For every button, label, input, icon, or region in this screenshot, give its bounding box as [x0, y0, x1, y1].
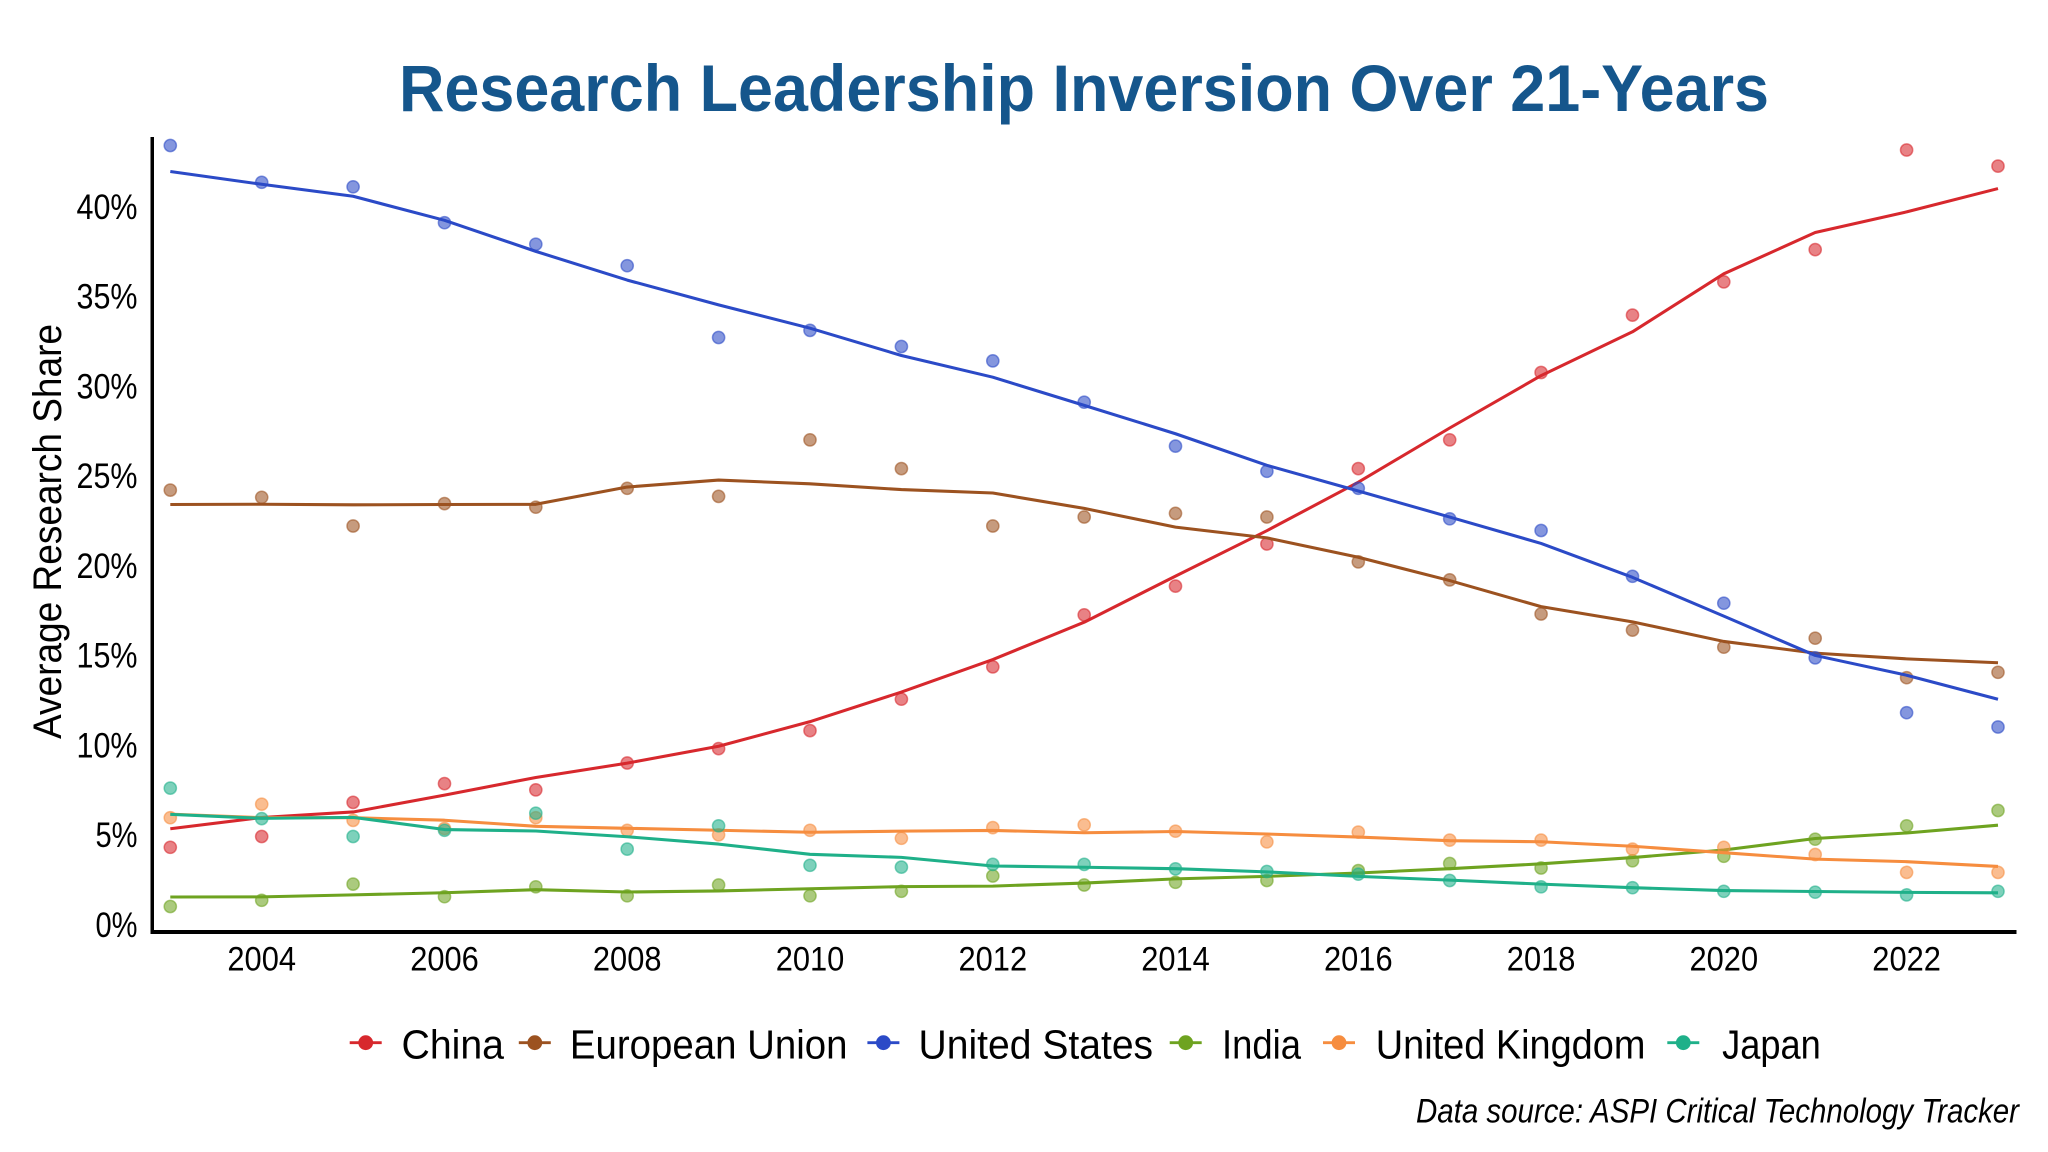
svg-text:25%: 25%	[77, 457, 138, 496]
svg-text:United States: United States	[919, 1022, 1154, 1068]
svg-text:15%: 15%	[77, 637, 138, 676]
svg-text:2006: 2006	[410, 941, 479, 979]
svg-text:Data source: ASPI Critical Tec: Data source: ASPI Critical Technology Tr…	[1416, 1093, 2020, 1131]
svg-text:Average Research Share: Average Research Share	[26, 324, 70, 739]
svg-text:2010: 2010	[776, 941, 845, 979]
svg-text:2022: 2022	[1872, 941, 1941, 979]
svg-text:Japan: Japan	[1722, 1022, 1821, 1068]
svg-text:United Kingdom: United Kingdom	[1376, 1022, 1646, 1068]
svg-text:40%: 40%	[77, 188, 138, 227]
svg-text:India: India	[1222, 1022, 1301, 1068]
svg-text:20%: 20%	[77, 547, 138, 586]
svg-text:2018: 2018	[1507, 941, 1576, 979]
svg-text:30%: 30%	[77, 367, 138, 406]
svg-text:2020: 2020	[1690, 941, 1759, 979]
svg-text:35%: 35%	[77, 278, 138, 317]
svg-text:10%: 10%	[77, 726, 138, 765]
svg-text:5%: 5%	[96, 816, 138, 855]
svg-text:China: China	[402, 1022, 505, 1068]
svg-text:2004: 2004	[227, 941, 296, 979]
svg-text:2008: 2008	[593, 941, 662, 979]
svg-text:2012: 2012	[959, 941, 1028, 979]
svg-text:Research Leadership Inversion: Research Leadership Inversion Over 21-Ye…	[399, 51, 1769, 125]
svg-text:European Union: European Union	[570, 1022, 848, 1068]
svg-text:0%: 0%	[96, 906, 138, 945]
svg-text:2014: 2014	[1141, 941, 1210, 979]
svg-text:2016: 2016	[1324, 941, 1393, 979]
